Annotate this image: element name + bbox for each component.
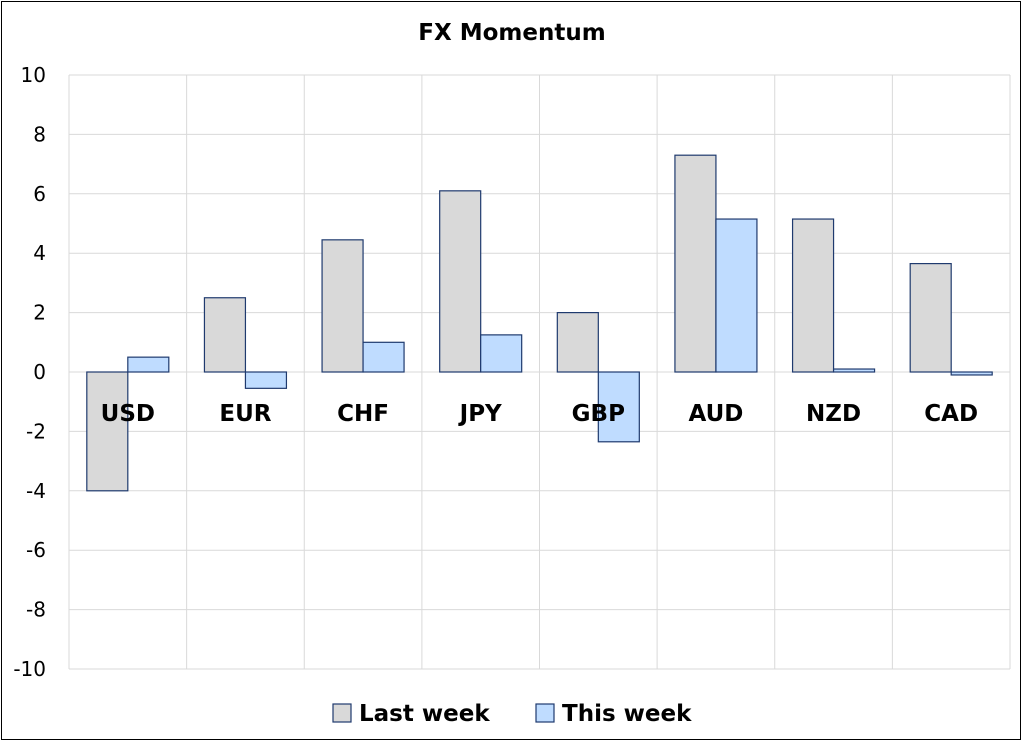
y-tick-label: 0: [33, 360, 46, 384]
bar-chf-this-week: [362, 341, 405, 373]
legend-label-this-week: This week: [562, 701, 692, 727]
bar-jpy-last-week: [439, 190, 482, 373]
bar-jpy-this-week: [480, 334, 523, 373]
bar-aud-this-week: [715, 218, 758, 373]
bar-chf-last-week: [321, 239, 364, 373]
bar-usd-this-week: [127, 356, 170, 373]
y-axis-ticks: 10 8 6 4 2 0 -2 -4 -6 -8 -10: [13, 63, 46, 681]
bar-cad-this-week: [950, 371, 993, 376]
y-tick-label: 6: [33, 182, 46, 206]
category-label-aud: AUD: [689, 401, 744, 427]
y-tick-label: -6: [26, 538, 46, 562]
y-tick-label: 10: [21, 63, 46, 87]
y-tick-label: 2: [33, 301, 46, 325]
category-label-chf: CHF: [337, 401, 389, 427]
y-tick-label: -10: [13, 657, 46, 681]
bar-gbp-last-week: [556, 312, 599, 373]
legend-label-last-week: Last week: [359, 701, 490, 727]
bar-cad-last-week: [909, 262, 952, 373]
bar-gbp-this-week: [597, 371, 640, 443]
y-tick-label: -4: [26, 479, 46, 503]
y-tick-label: -2: [26, 419, 46, 443]
bar-nzd-last-week: [791, 218, 835, 373]
bar-usd-last-week: [86, 371, 129, 492]
legend-swatch-last-week: [332, 703, 352, 723]
bar-nzd-this-week: [832, 368, 876, 373]
legend: Last week This week: [332, 701, 692, 727]
category-labels: USD EUR CHF JPY GBP AUD NZD CAD: [101, 401, 978, 427]
y-tick-label: -8: [26, 598, 46, 622]
category-label-jpy: JPY: [458, 401, 502, 427]
category-label-cad: CAD: [924, 401, 978, 427]
category-label-usd: USD: [101, 401, 155, 427]
bar-eur-last-week: [203, 297, 247, 373]
y-tick-label: 4: [33, 241, 46, 265]
bar-aud-last-week: [674, 154, 717, 373]
chart-title: FX Momentum: [418, 20, 605, 46]
y-tick-label: 8: [33, 122, 46, 146]
bars: [86, 154, 993, 492]
category-label-gbp: GBP: [572, 401, 625, 427]
bar-eur-this-week: [244, 371, 288, 389]
legend-swatch-this-week: [535, 703, 555, 723]
category-label-eur: EUR: [219, 401, 271, 427]
category-label-nzd: NZD: [806, 401, 861, 427]
